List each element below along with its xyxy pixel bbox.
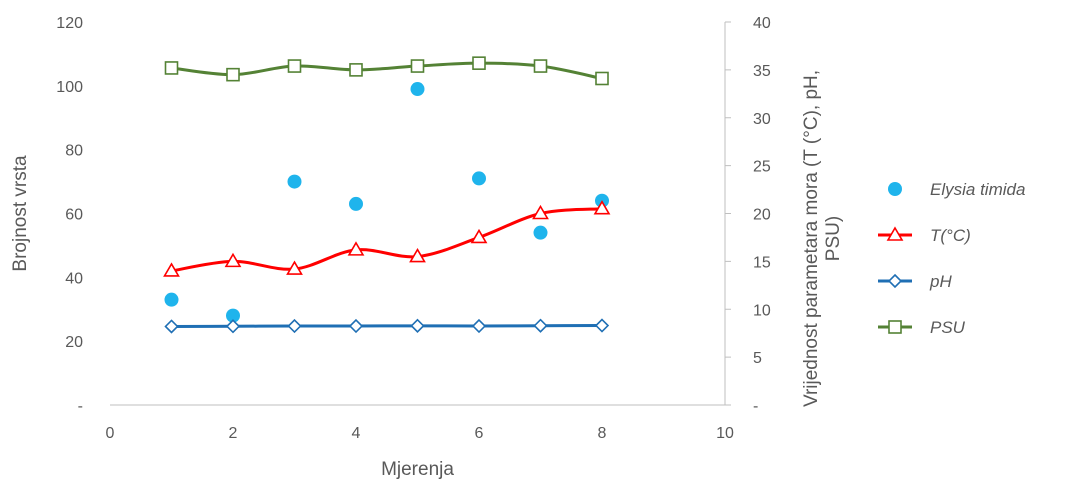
legend-item: Elysia timida (888, 180, 1025, 199)
axes: 0 2 4 6 8 10 - 20 40 60 80 100 120 - 5 10 15 20 25 30 35 40 Mj… (10, 15, 844, 480)
series-2 (164, 318, 610, 334)
data-point (533, 225, 548, 240)
data-point (224, 252, 242, 268)
data-point (410, 318, 425, 333)
y2-tick-label: - (753, 398, 758, 415)
data-point (533, 318, 548, 333)
data-point (164, 61, 179, 75)
y2-tick-label: 35 (753, 63, 771, 80)
y-tick-label: 80 (65, 143, 83, 160)
data-point (593, 200, 611, 215)
y2-tick-label: 25 (753, 159, 771, 176)
legend-marker (886, 226, 904, 241)
y-tick-label: 20 (65, 334, 83, 351)
data-point (533, 59, 548, 73)
y2-tick-label: 5 (753, 350, 762, 367)
data-point (348, 318, 364, 334)
data-point (595, 71, 609, 86)
legend-marker (888, 182, 902, 196)
y-axis-title: Brojnost vrsta (10, 155, 31, 272)
legend-marker (887, 273, 903, 289)
data-point (470, 228, 488, 244)
y2-tick-label: 15 (753, 254, 771, 271)
y-tick-label: 120 (56, 15, 83, 32)
data-point (594, 318, 610, 333)
legend-marker (888, 320, 902, 334)
data-point (163, 262, 180, 277)
y2-tick-label: 10 (753, 302, 771, 319)
legend: Elysia timida T(°C) pH PSU (878, 180, 1025, 337)
series-3 (164, 56, 609, 86)
x-tick-label: 4 (352, 425, 361, 442)
data-point (409, 247, 426, 263)
y2-axis-title-line: PSU) (823, 216, 844, 261)
legend-label: Elysia timida (930, 180, 1025, 199)
series-layer (163, 56, 611, 334)
data-point (532, 204, 549, 220)
legend-label: PSU (930, 318, 966, 337)
series-1 (163, 200, 611, 277)
data-point (472, 56, 486, 70)
y-tick-label: 100 (56, 79, 83, 96)
y2-tick-label: 30 (753, 111, 771, 128)
y-tick-label: 60 (65, 207, 83, 224)
data-point (287, 59, 302, 73)
x-tick-label: 0 (106, 425, 115, 442)
y2-axis-title-line: Vrijednost parametara mora (T (°C), pH, (801, 70, 822, 407)
x-axis-title: Mjerenja (381, 459, 454, 480)
x-tick-label: 6 (475, 425, 484, 442)
x-tick-label: 10 (716, 425, 734, 442)
legend-item: T(°C) (878, 226, 971, 245)
data-point (472, 171, 486, 186)
y2-tick-label: 40 (753, 15, 771, 32)
data-point (347, 241, 365, 256)
x-tick-label: 2 (229, 425, 238, 442)
y2-tick-label: 20 (753, 207, 771, 224)
data-point (287, 318, 302, 334)
data-point (410, 82, 425, 97)
legend-label: T(°C) (930, 226, 971, 245)
y-tick-label: 40 (65, 270, 83, 287)
data-point (286, 260, 303, 275)
legend-label: pH (929, 272, 952, 291)
data-point (410, 59, 425, 73)
legend-item: PSU (878, 318, 966, 337)
series-0 (164, 82, 609, 323)
data-point (164, 292, 179, 307)
data-point (287, 174, 302, 189)
data-point (226, 67, 240, 82)
data-point (164, 319, 179, 334)
data-point (226, 308, 240, 323)
x-tick-label: 8 (598, 425, 607, 442)
data-point (349, 63, 363, 77)
y2-axis-title: Vrijednost parametara mora (T (°C), pH,P… (801, 70, 844, 407)
legend-item: pH (878, 272, 952, 291)
series-line (171, 207, 603, 273)
data-point (225, 319, 241, 334)
data-point (471, 318, 487, 334)
data-point (349, 196, 363, 211)
y-tick-label: - (78, 398, 83, 415)
